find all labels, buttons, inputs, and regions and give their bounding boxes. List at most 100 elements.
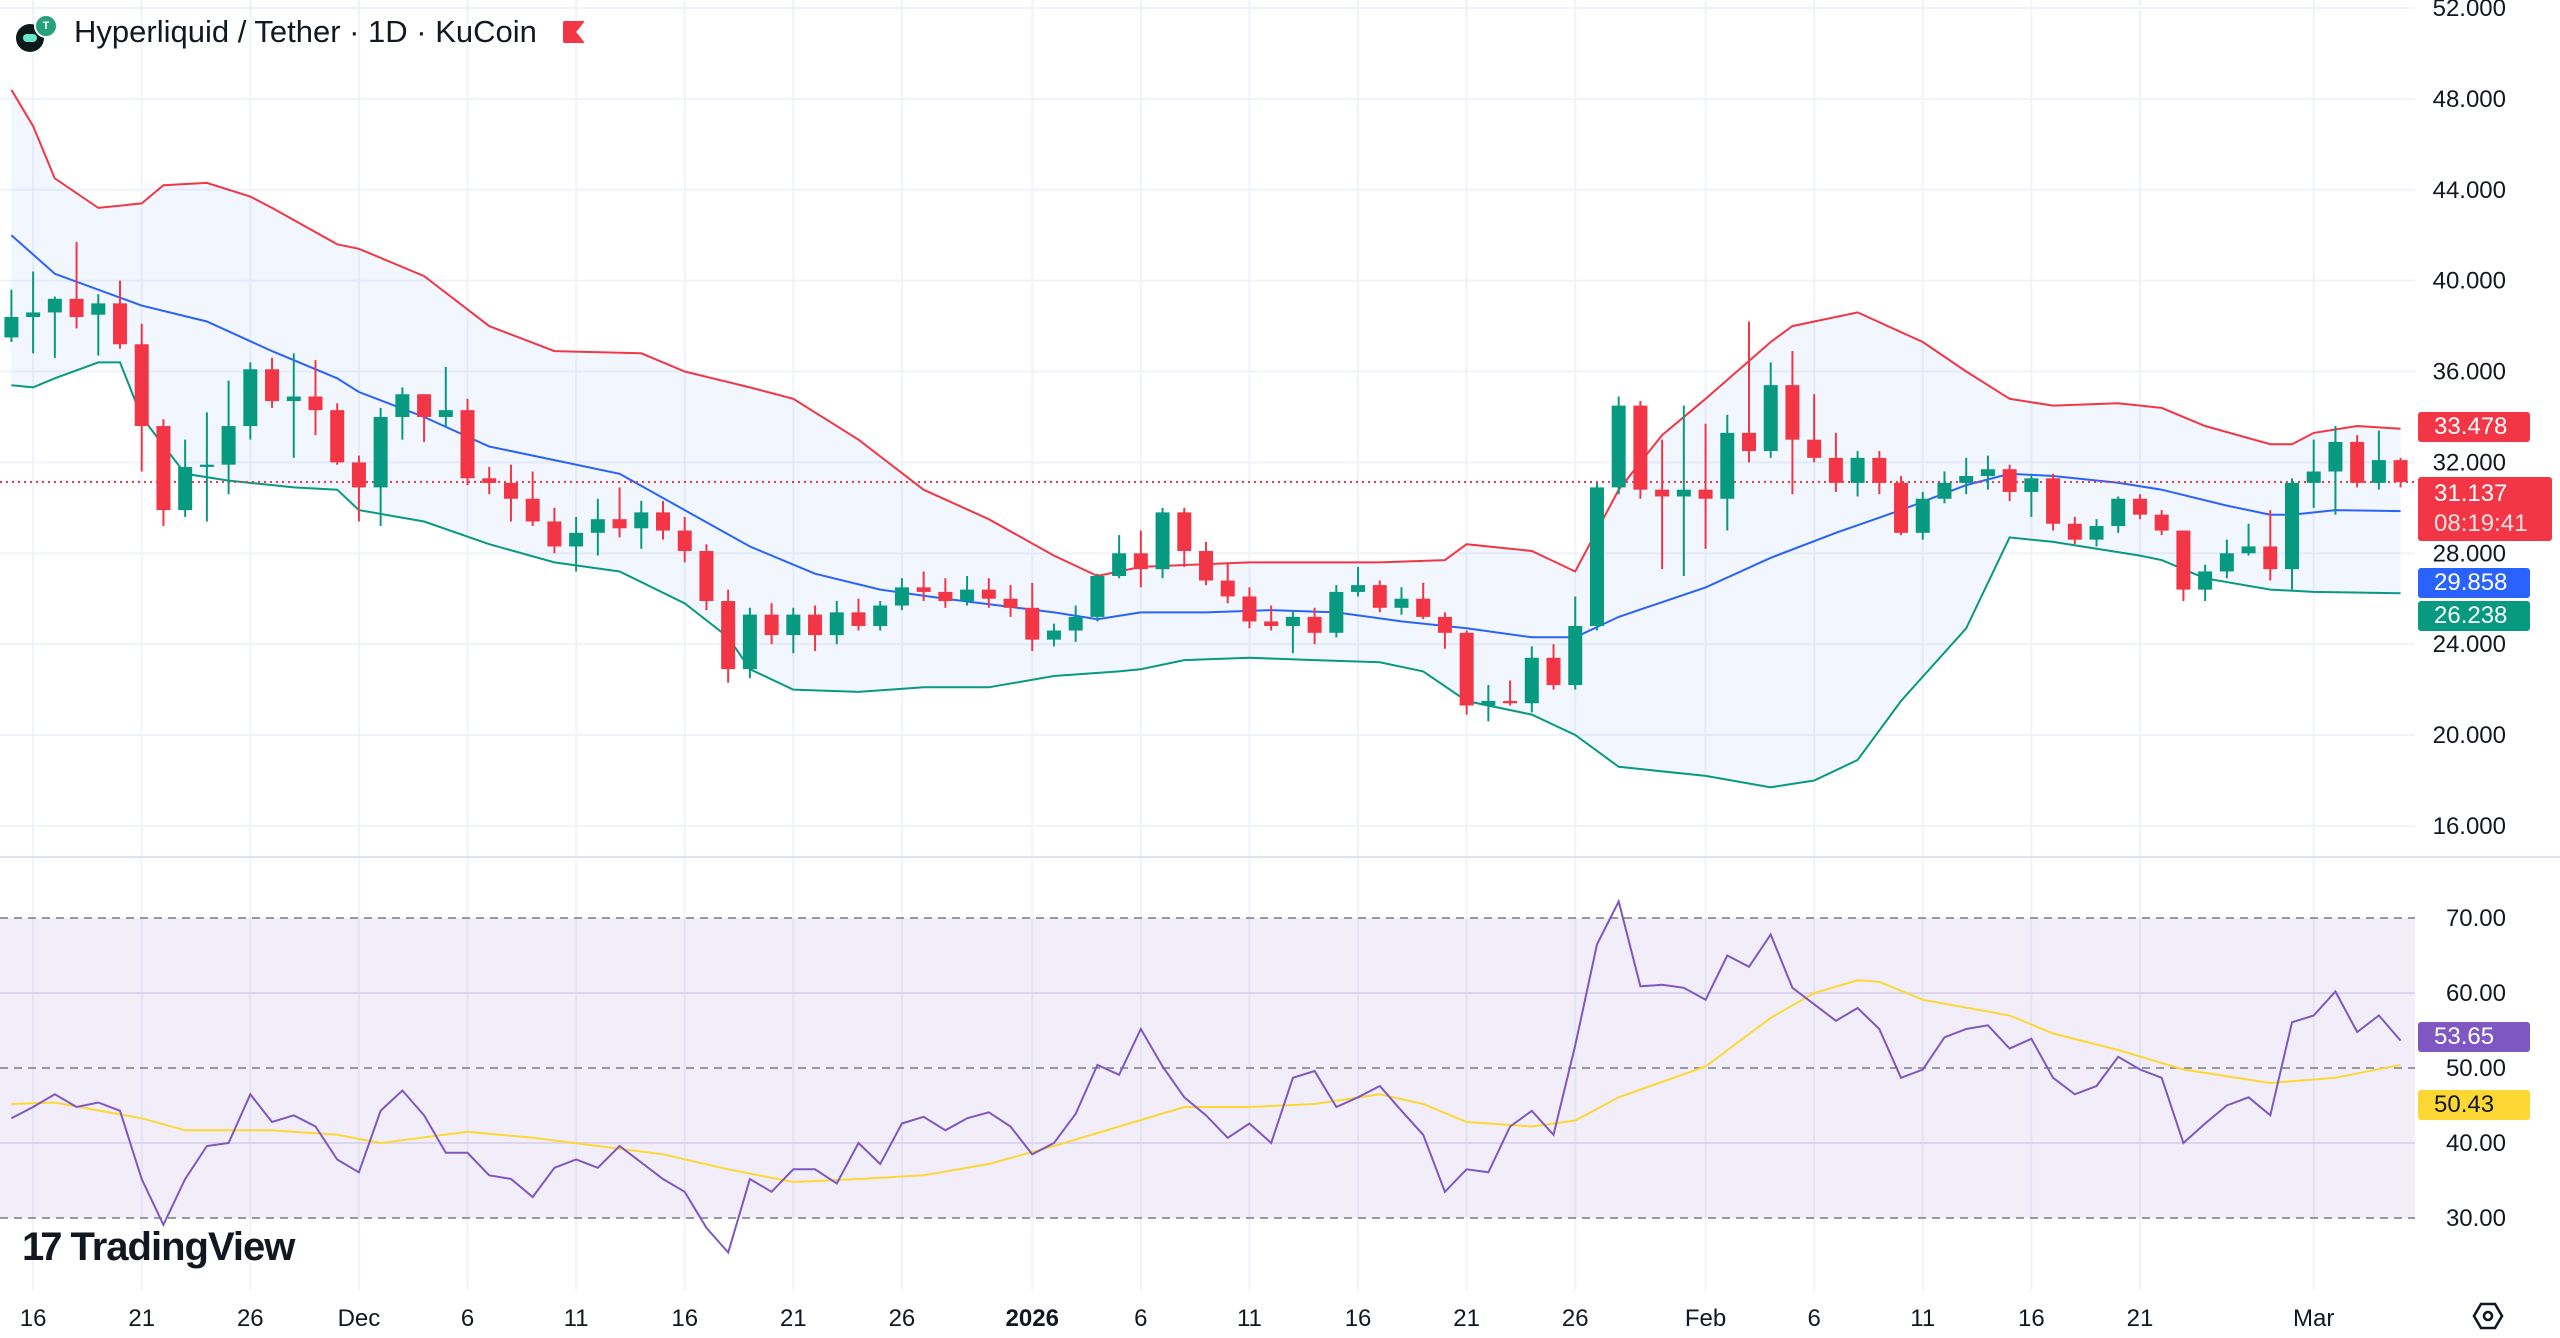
candle[interactable]: [1307, 607, 1322, 645]
candle[interactable]: [395, 387, 410, 440]
candle[interactable]: [829, 600, 844, 645]
candle[interactable]: [156, 419, 171, 527]
candle[interactable]: [590, 498, 605, 556]
candle[interactable]: [1872, 451, 1887, 495]
candle[interactable]: [1503, 680, 1518, 706]
candle[interactable]: [308, 360, 323, 436]
candle[interactable]: [69, 242, 84, 329]
candle[interactable]: [1372, 580, 1387, 613]
candle[interactable]: [699, 544, 714, 611]
candle[interactable]: [1720, 414, 1735, 531]
candle[interactable]: [1698, 423, 1713, 549]
candle[interactable]: [2002, 464, 2017, 502]
candle[interactable]: [2111, 496, 2126, 533]
candle[interactable]: [417, 394, 432, 442]
candle[interactable]: [460, 398, 475, 486]
candle[interactable]: [786, 607, 801, 654]
candle[interactable]: [113, 280, 127, 349]
candle[interactable]: [1828, 432, 1843, 492]
candle[interactable]: [1937, 471, 1952, 504]
candle[interactable]: [851, 598, 866, 631]
candle[interactable]: [2067, 516, 2082, 545]
candle[interactable]: [1112, 535, 1127, 579]
candle[interactable]: [351, 455, 366, 522]
candle[interactable]: [373, 407, 388, 527]
candle[interactable]: [1785, 351, 1800, 495]
candle[interactable]: [1481, 685, 1496, 722]
candle[interactable]: [1090, 573, 1105, 622]
chart-legend-title[interactable]: T Hyperliquid / Tether · 1D · KuCoin: [14, 12, 585, 52]
candle[interactable]: [1003, 585, 1018, 617]
candle[interactable]: [1133, 530, 1148, 588]
candle[interactable]: [547, 507, 562, 554]
candle[interactable]: [1285, 610, 1300, 654]
candle[interactable]: [2241, 523, 2256, 556]
candle[interactable]: [1763, 362, 1778, 458]
candle[interactable]: [1915, 491, 1930, 540]
candle[interactable]: [2154, 510, 2169, 536]
candle[interactable]: [1589, 482, 1604, 631]
candle[interactable]: [2089, 519, 2104, 547]
candle[interactable]: [438, 366, 453, 427]
candle[interactable]: [808, 605, 823, 651]
candle[interactable]: [1894, 476, 1909, 536]
candle[interactable]: [656, 501, 670, 540]
candle[interactable]: [1220, 562, 1235, 604]
price-axis[interactable]: 52.000 48.000 44.000 40.000 36.000 32.000 28.0…: [2433, 0, 2506, 840]
candle[interactable]: [742, 607, 757, 679]
candle[interactable]: [286, 353, 301, 458]
candle[interactable]: [2198, 564, 2213, 601]
candle[interactable]: [873, 600, 888, 631]
candle[interactable]: [1242, 587, 1257, 629]
candle[interactable]: [1546, 644, 1561, 690]
candle[interactable]: [525, 471, 540, 527]
candle[interactable]: [1807, 394, 1822, 463]
candle[interactable]: [764, 603, 779, 645]
candle[interactable]: [1850, 451, 1865, 497]
candle[interactable]: [1633, 401, 1648, 499]
candle[interactable]: [1025, 582, 1040, 651]
candle[interactable]: [1568, 596, 1583, 690]
candle[interactable]: [612, 487, 627, 538]
candle[interactable]: [1199, 541, 1213, 586]
candle[interactable]: [1676, 405, 1691, 576]
time-axis[interactable]: 16 21 26 Dec 6 11 16 21 26 2026 6 11 16 21 26 Feb 6 11 16 2…: [20, 1305, 2335, 1332]
flag-icon[interactable]: [562, 21, 585, 43]
candle[interactable]: [2263, 510, 2278, 581]
candle[interactable]: [2393, 457, 2408, 488]
candle[interactable]: [721, 589, 736, 683]
candle[interactable]: [199, 412, 214, 522]
candle[interactable]: [265, 357, 280, 408]
candle[interactable]: [1524, 646, 1539, 713]
candle[interactable]: [1959, 457, 1974, 495]
candle[interactable]: [569, 516, 584, 572]
candle[interactable]: [1611, 396, 1626, 495]
candle[interactable]: [134, 323, 149, 472]
candle[interactable]: [1394, 587, 1409, 615]
candle[interactable]: [1655, 439, 1670, 570]
candle[interactable]: [243, 362, 258, 440]
candle[interactable]: [2176, 530, 2191, 601]
candle[interactable]: [1155, 507, 1170, 579]
candle[interactable]: [2132, 494, 2147, 520]
candle[interactable]: [916, 571, 931, 601]
candle[interactable]: [330, 403, 345, 465]
tradingview-logo[interactable]: 17 TradingView: [22, 1225, 295, 1270]
candle[interactable]: [1264, 605, 1279, 631]
candle[interactable]: [938, 578, 953, 608]
candle[interactable]: [503, 464, 518, 522]
candle[interactable]: [1177, 507, 1192, 567]
candle[interactable]: [2285, 478, 2299, 590]
gear-icon[interactable]: [2472, 1300, 2504, 1332]
candle[interactable]: [1437, 612, 1452, 649]
candle[interactable]: [26, 271, 41, 354]
candle[interactable]: [221, 380, 236, 495]
candle[interactable]: [634, 501, 649, 549]
candle[interactable]: [1068, 605, 1083, 642]
candle[interactable]: [1980, 455, 1995, 490]
candle[interactable]: [2371, 430, 2386, 490]
candle[interactable]: [482, 466, 497, 495]
candle[interactable]: [894, 578, 909, 611]
candle[interactable]: [1742, 321, 1756, 463]
